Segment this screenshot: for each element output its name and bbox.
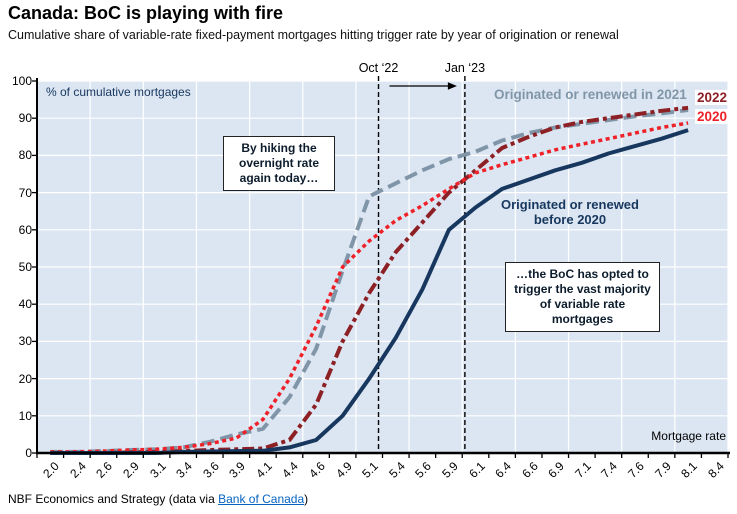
y-tick-label: 20	[18, 371, 32, 386]
x-tick-label: 6.4	[492, 459, 514, 481]
x-tick-label: 5.9	[439, 459, 461, 481]
x-tick-label: 4.1	[253, 459, 275, 481]
page-subtitle: Cumulative share of variable-rate fixed-…	[8, 28, 619, 42]
series-label-2021: Originated or renewed in 2021	[494, 87, 687, 102]
x-tick-label: 3.4	[173, 459, 196, 481]
x-tick-label: 2.0	[40, 459, 63, 481]
x-tick-label: 7.4	[598, 459, 621, 481]
source-text: NBF Economics and Strategy (data via	[8, 492, 219, 506]
bank-of-canada-link[interactable]: Bank of Canada	[218, 492, 305, 506]
page-title: Canada: BoC is playing with fire	[8, 3, 284, 23]
y-tick-label: 100	[11, 74, 32, 88]
x-tick-label: 6.6	[518, 459, 541, 481]
y-axis-unit-label: % of cumulative mortgages	[46, 85, 191, 99]
x-tick-label: 2.9	[120, 459, 142, 481]
x-tick-label: 6.9	[545, 459, 568, 481]
annotation-boc-opted: …the BoC has opted to trigger the vast m…	[505, 262, 660, 332]
series-label-before-2020: Originated or renewed before 2020	[501, 197, 639, 227]
x-tick-label: 4.4	[279, 459, 302, 481]
x-tick-label: 4.9	[332, 459, 355, 481]
x-tick-label: 5.4	[385, 459, 408, 481]
series-label-2022: 2022	[695, 90, 730, 105]
source-note: NBF Economics and Strategy (data via Ban…	[8, 492, 308, 506]
x-tick-label: 7.9	[651, 459, 674, 481]
y-tick-label: 30	[18, 334, 32, 349]
x-tick-label: 3.6	[199, 459, 222, 481]
series-line-2	[50, 121, 689, 454]
x-tick-label: 8.4	[704, 459, 727, 481]
x-tick-label: 3.1	[146, 459, 169, 481]
x-tick-label: 2.6	[93, 459, 116, 481]
x-tick-label: 7.6	[625, 459, 647, 481]
x-axis-title: Mortgage rate	[651, 429, 726, 443]
arrow-head-icon	[447, 82, 457, 90]
x-tick-label: 5.6	[412, 459, 435, 481]
y-tick-label: 10	[18, 408, 32, 423]
x-tick-label: 7.1	[572, 459, 594, 481]
y-tick-label: 0	[25, 446, 32, 460]
x-tick-label: 3.9	[226, 459, 249, 481]
x-tick-label: 2.4	[67, 459, 89, 481]
y-tick-label: 60	[18, 222, 32, 237]
x-tick-label: 8.1	[678, 459, 701, 481]
x-tick-label: 4.6	[306, 459, 328, 481]
y-tick-label: 40	[18, 297, 32, 312]
y-tick-label: 50	[18, 260, 32, 274]
y-tick-label: 90	[18, 111, 32, 126]
chart-canvas	[32, 76, 730, 458]
annotation-hiking-rate: By hiking the overnight rate again today…	[223, 136, 335, 191]
event-label-jan-23: Jan ‘23	[444, 61, 486, 75]
y-tick-label: 80	[18, 148, 32, 163]
series-label-2020: 2020	[695, 109, 730, 124]
event-label-oct-22: Oct ‘22	[358, 61, 399, 75]
y-tick-label: 70	[18, 185, 32, 200]
x-tick-label: 6.1	[465, 459, 488, 481]
source-text-close: )	[304, 492, 309, 506]
x-tick-label: 5.1	[359, 459, 382, 481]
